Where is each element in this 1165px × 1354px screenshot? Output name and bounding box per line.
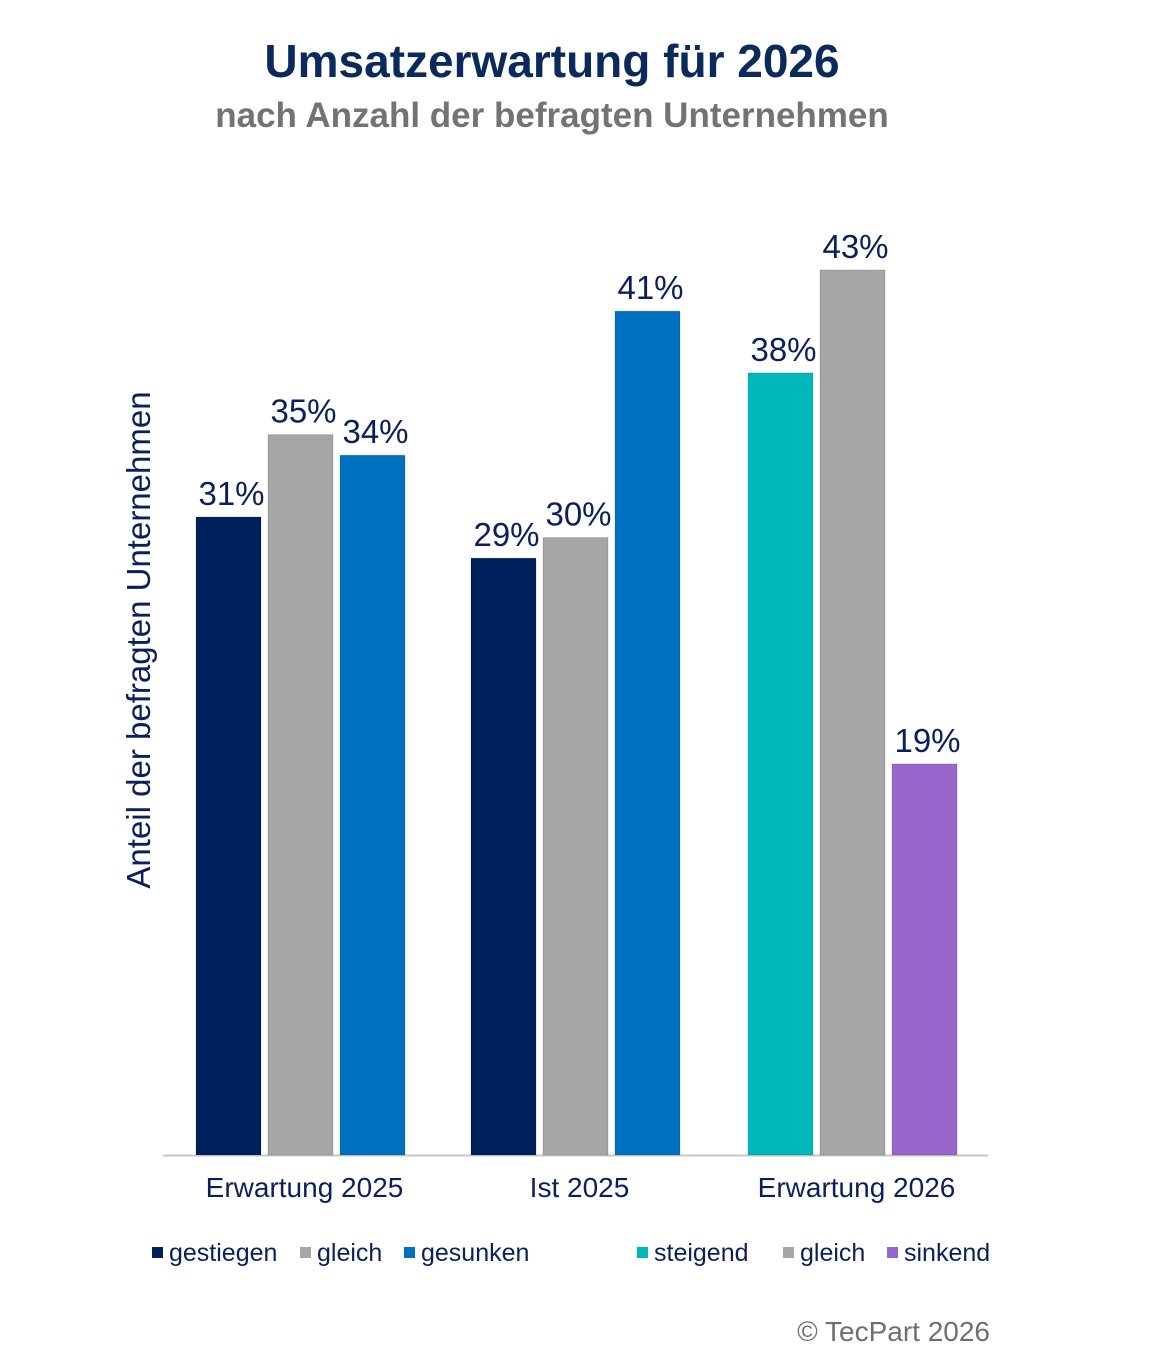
legend-swatch xyxy=(300,1247,311,1258)
copyright: © TecPart 2026 xyxy=(797,1316,990,1347)
legend-swatch xyxy=(637,1247,648,1258)
data-label: 34% xyxy=(342,413,408,450)
legend-item: sinkend xyxy=(887,1239,990,1267)
legend-item: gestiegen xyxy=(152,1239,277,1267)
legend-label: gestiegen xyxy=(169,1239,277,1267)
data-label: 41% xyxy=(617,269,683,306)
data-label: 19% xyxy=(894,722,960,759)
data-label: 31% xyxy=(198,475,264,512)
chart-subtitle: nach Anzahl der befragten Unternehmen xyxy=(215,96,889,135)
legend-item: gesunken xyxy=(404,1239,529,1267)
legend-label: sinkend xyxy=(904,1239,990,1267)
legend-swatch xyxy=(887,1247,898,1258)
bar-gleich xyxy=(819,269,886,1156)
legend-item: gleich xyxy=(300,1239,382,1267)
category-label: Erwartung 2026 xyxy=(758,1172,956,1203)
bar-gleich xyxy=(542,537,609,1156)
data-label: 29% xyxy=(473,516,539,553)
data-label: 30% xyxy=(545,496,611,533)
bar-gestiegen xyxy=(470,557,537,1156)
legend-swatch xyxy=(152,1247,163,1258)
legend-label: gleich xyxy=(800,1239,865,1267)
legend-label: gleich xyxy=(317,1239,382,1267)
bar-sinkend xyxy=(891,763,958,1156)
chart-title: Umsatzerwartung für 2026 xyxy=(264,35,839,87)
legend-item: gleich xyxy=(783,1239,865,1267)
legend-swatch xyxy=(404,1247,415,1258)
legend-item: steigend xyxy=(637,1239,749,1267)
category-label: Erwartung 2025 xyxy=(206,1172,404,1203)
y-axis-label: Anteil der befragten Unternehmen xyxy=(120,391,157,888)
bar-gesunken xyxy=(339,454,406,1156)
bar-gestiegen xyxy=(195,516,262,1156)
data-label: 35% xyxy=(270,393,336,430)
legend-swatch xyxy=(783,1247,794,1258)
category-label: Ist 2025 xyxy=(530,1172,630,1203)
bar-gleich xyxy=(267,434,334,1156)
data-label: 38% xyxy=(750,331,816,368)
bar-gesunken xyxy=(614,310,681,1156)
data-label: 43% xyxy=(822,228,888,265)
legend-label: gesunken xyxy=(421,1239,529,1267)
bar-steigend xyxy=(747,372,814,1156)
legend-label: steigend xyxy=(654,1239,749,1267)
